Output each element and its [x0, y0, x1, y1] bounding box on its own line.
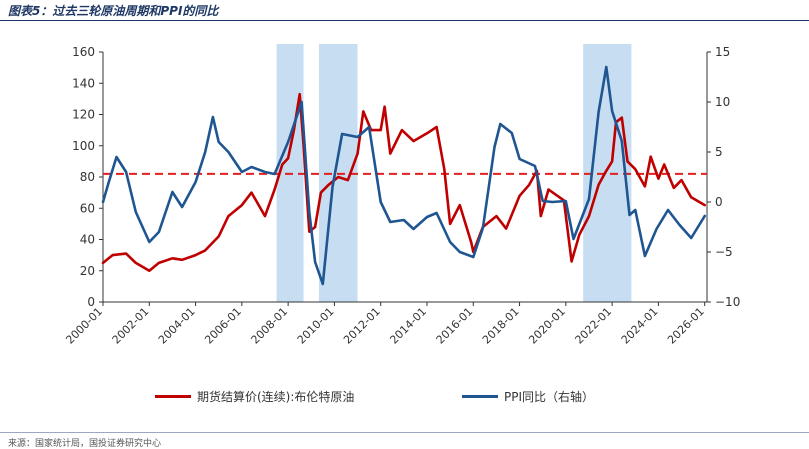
- legend-item-oil: 期货结算价(连续):布伦特原油: [155, 388, 354, 405]
- title-divider: [0, 20, 809, 21]
- y-tick-label-right: 10: [715, 95, 730, 109]
- x-tick-label: 2006-01: [202, 305, 244, 347]
- x-tick-label: 2024-01: [619, 305, 661, 347]
- x-tick-label: 2016-01: [434, 305, 476, 347]
- series-line-oil: [101, 92, 706, 273]
- y-tick-label-left: 120: [72, 108, 95, 122]
- x-tick-label: 2000-01: [63, 305, 105, 347]
- x-tick-label: 2004-01: [156, 305, 198, 347]
- y-tick-label-left: 40: [80, 233, 95, 247]
- x-tick-label: 2026-01: [665, 305, 707, 347]
- x-tick-label: 2020-01: [526, 305, 568, 347]
- x-tick-label: 2002-01: [110, 305, 152, 347]
- legend-swatch-oil: [155, 395, 191, 398]
- x-tick-label: 2018-01: [480, 305, 522, 347]
- y-tick-label-left: 0: [87, 295, 95, 309]
- x-tick-label: 2022-01: [573, 305, 615, 347]
- page-title: 图表5：过去三轮原油周期和PPI的同比: [8, 4, 219, 18]
- y-tick-label-right: 15: [715, 45, 730, 59]
- y-tick-label-left: 140: [72, 76, 95, 90]
- y-tick-label-right: 0: [715, 195, 723, 209]
- y-tick-label-left: 80: [80, 170, 95, 184]
- y-tick-label-left: 100: [72, 139, 95, 153]
- x-tick-label: 2008-01: [249, 305, 291, 347]
- x-tick-label: 2012-01: [341, 305, 383, 347]
- legend-swatch-ppi: [462, 395, 498, 398]
- series-line-ppi: [101, 65, 706, 286]
- y-tick-label-left: 20: [80, 264, 95, 278]
- footer-divider: [0, 432, 809, 433]
- x-tick-label: 2014-01: [387, 305, 429, 347]
- y-tick-label-right: −5: [715, 245, 733, 259]
- y-tick-label-left: 160: [72, 45, 95, 59]
- legend-label-ppi: PPI同比（右轴）: [504, 390, 595, 404]
- y-tick-label-right: −10: [715, 295, 740, 309]
- source-note: 来源：国家统计局，国投证券研究中心: [8, 439, 162, 449]
- chart-legend: 期货结算价(连续):布伦特原油 PPI同比（右轴）: [0, 388, 809, 408]
- legend-label-oil: 期货结算价(连续):布伦特原油: [197, 390, 355, 404]
- y-tick-label-right: 5: [715, 145, 723, 159]
- x-tick-label: 2010-01: [295, 305, 337, 347]
- y-tick-label-left: 60: [80, 201, 95, 215]
- legend-item-ppi: PPI同比（右轴）: [462, 388, 594, 405]
